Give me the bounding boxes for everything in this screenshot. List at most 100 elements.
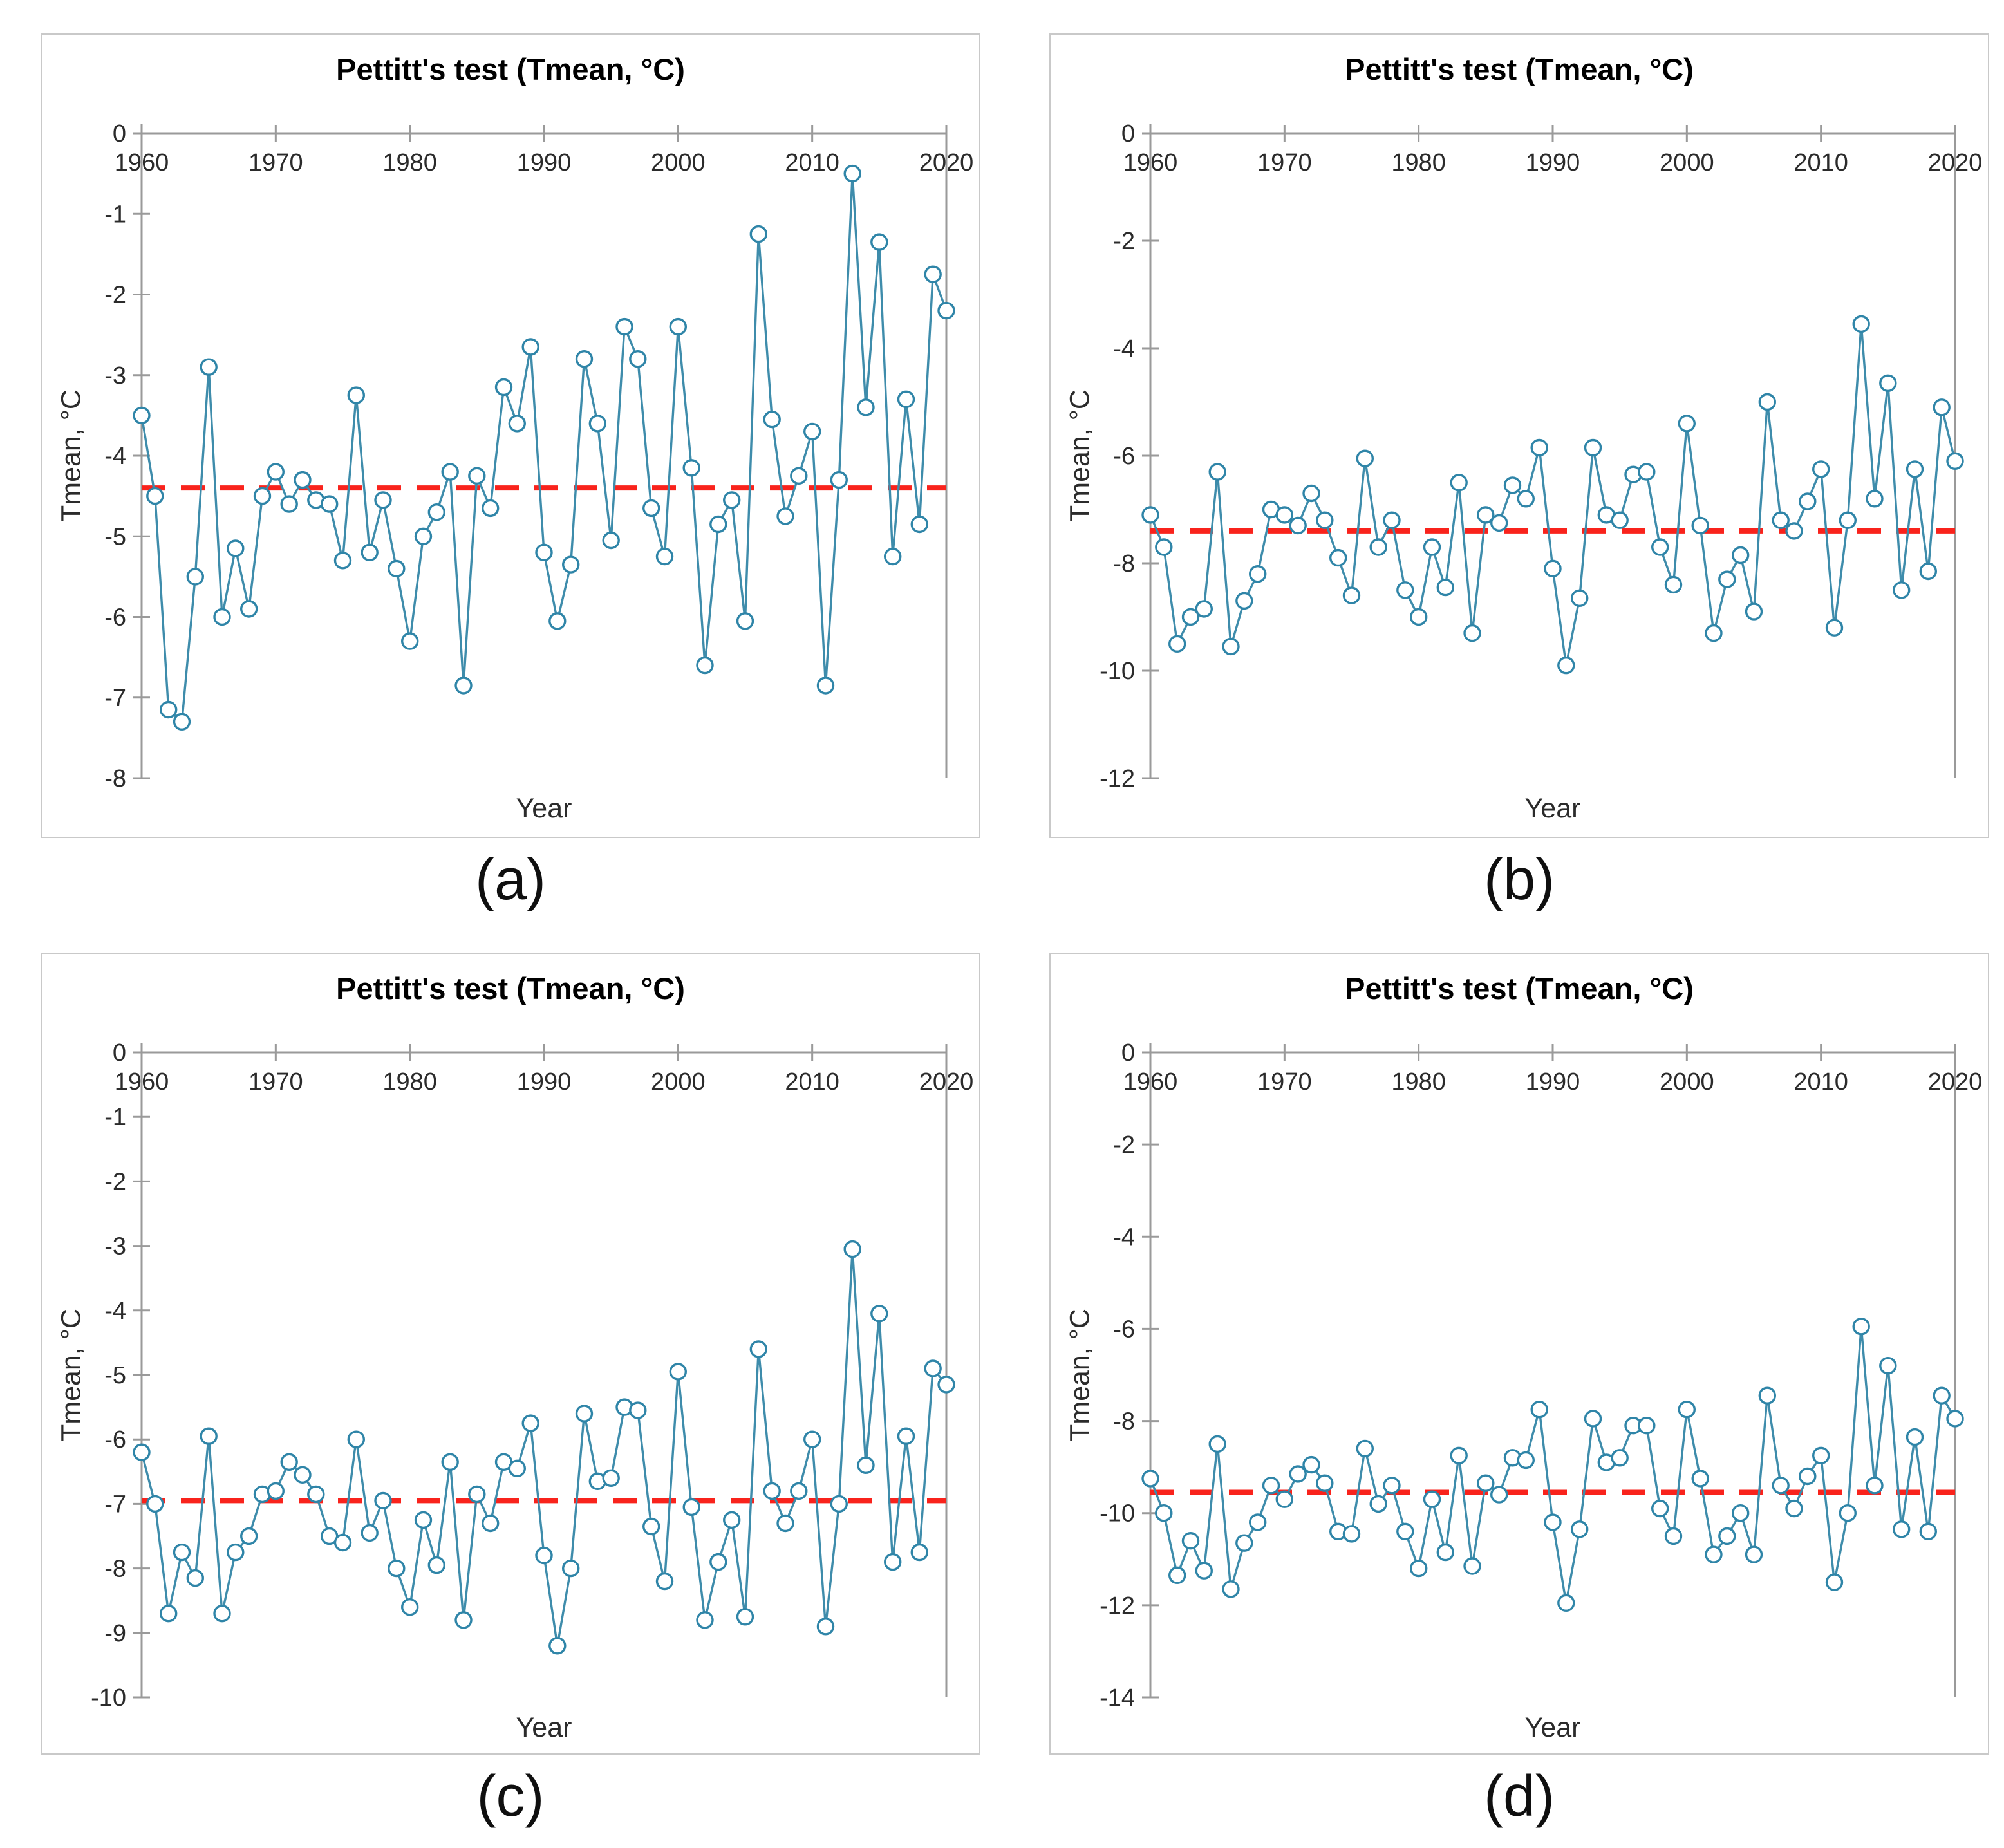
y-tick-label: 0 xyxy=(113,120,126,147)
data-point-marker xyxy=(482,1514,500,1533)
x-tick-label: 1990 xyxy=(517,1069,572,1096)
y-tick-label: -12 xyxy=(1100,765,1135,792)
data-point-marker xyxy=(1705,624,1723,642)
x-tick-label: 2010 xyxy=(1793,1069,1848,1096)
data-point-marker xyxy=(173,1543,191,1562)
y-tick-label: -6 xyxy=(1113,1316,1135,1343)
y-tick-label: -12 xyxy=(1100,1592,1135,1619)
y-tick-label: -8 xyxy=(1113,1408,1135,1435)
data-point-marker xyxy=(1463,1557,1481,1575)
data-point-marker xyxy=(1544,559,1562,577)
data-point-marker xyxy=(1222,637,1240,656)
data-point-marker xyxy=(575,350,594,368)
data-point-marker xyxy=(709,515,727,534)
data-point-marker xyxy=(414,527,433,545)
series-line xyxy=(140,1247,948,1647)
data-point-marker xyxy=(535,543,553,561)
data-point-marker xyxy=(468,1485,486,1504)
x-tick-label: 1970 xyxy=(1257,149,1312,176)
data-point-marker xyxy=(146,1495,164,1513)
data-point-marker xyxy=(642,499,660,518)
data-point-marker xyxy=(722,491,741,509)
data-point-marker xyxy=(1812,1446,1830,1464)
data-point-marker xyxy=(1235,592,1253,610)
data-point-marker xyxy=(1530,1401,1548,1419)
data-point-marker xyxy=(468,467,486,485)
data-point-marker xyxy=(1436,578,1454,597)
data-point-marker xyxy=(240,600,258,618)
data-point-marker xyxy=(1410,608,1428,626)
data-point-marker xyxy=(347,1430,365,1448)
data-point-marker xyxy=(227,539,245,557)
data-point-marker xyxy=(347,386,365,404)
chart-title: Pettitt's test (Tmean, °C) xyxy=(1345,52,1694,86)
data-point-marker xyxy=(427,503,445,521)
x-tick-label: 1970 xyxy=(248,149,303,176)
y-tick-label: -4 xyxy=(1113,335,1135,362)
y-tick-label: -8 xyxy=(1113,550,1135,577)
data-point-marker xyxy=(1275,506,1293,524)
x-tick-label: 2020 xyxy=(919,149,974,176)
data-point-marker xyxy=(722,1511,741,1529)
data-point-marker xyxy=(482,499,500,518)
data-point-marker xyxy=(1275,1490,1293,1508)
x-axis-label: Year xyxy=(1524,793,1581,824)
x-tick-label: 2010 xyxy=(1793,149,1848,176)
data-point-marker xyxy=(1557,657,1575,675)
data-point-marker xyxy=(361,1524,379,1542)
data-point-marker xyxy=(508,415,526,433)
plot-area-b: 1960 1970 1980 1990 2000 2010 2020 0 -2 -4 -6 -8 -10… xyxy=(1100,120,1982,792)
x-tick-label: 1970 xyxy=(1257,1069,1312,1096)
y-axis-label: Tmean, °C xyxy=(55,389,87,522)
y-tick-label: -10 xyxy=(91,1685,126,1712)
data-point-marker xyxy=(642,1517,660,1536)
data-point-marker xyxy=(1557,1594,1575,1612)
data-point-marker xyxy=(1356,449,1374,467)
data-point-marker xyxy=(333,1533,352,1552)
x-tick-label: 2000 xyxy=(651,149,706,176)
data-point-marker xyxy=(1490,1486,1508,1504)
data-point-marker xyxy=(1383,511,1401,529)
y-tick-label: -3 xyxy=(104,362,126,389)
panel-b: 1960 1970 1980 1990 2000 2010 2020 0 -2 -4 -6 -8 -10… xyxy=(1049,33,1989,838)
panel-caption-c: (c) xyxy=(476,1764,545,1829)
data-point-marker xyxy=(1852,315,1870,333)
data-point-marker xyxy=(1892,1520,1911,1538)
data-point-marker xyxy=(388,1559,406,1578)
x-tick-label: 1960 xyxy=(115,149,169,176)
data-point-marker xyxy=(294,471,312,489)
y-tick-label: 0 xyxy=(1121,1040,1135,1067)
data-point-marker xyxy=(1155,538,1173,556)
data-point-marker xyxy=(1825,619,1844,637)
data-point-marker xyxy=(1181,1532,1200,1550)
y-axis-label: Tmean, °C xyxy=(1064,389,1096,522)
x-tick-label: 2010 xyxy=(785,1069,839,1096)
data-point-marker xyxy=(1799,1467,1817,1486)
data-point-marker xyxy=(159,700,178,719)
panel-a: 1960 1970 1980 1990 2000 2010 2020 0 -1 -2 -3 -4 -5 -… xyxy=(41,33,980,838)
y-tick-label: -7 xyxy=(104,685,126,712)
data-point-marker xyxy=(883,1553,902,1571)
data-point-marker xyxy=(321,495,339,513)
x-tick-label: 1990 xyxy=(517,149,572,176)
y-tick-label: -5 xyxy=(104,1362,126,1389)
data-point-marker xyxy=(401,632,419,650)
data-point-marker xyxy=(655,1572,674,1591)
data-point-marker xyxy=(803,1430,821,1448)
data-point-marker xyxy=(870,1305,888,1323)
data-point-marker xyxy=(1369,538,1387,556)
data-point-marker xyxy=(1181,608,1200,626)
data-point-marker xyxy=(1503,476,1522,494)
data-point-marker xyxy=(1946,452,1964,470)
data-point-marker xyxy=(1611,511,1629,529)
data-point-marker xyxy=(1651,538,1669,556)
data-point-marker xyxy=(857,398,875,416)
data-point-marker xyxy=(441,463,459,481)
y-tick-label: -7 xyxy=(104,1491,126,1518)
y-tick-label: -14 xyxy=(1100,1685,1135,1712)
data-point-marker xyxy=(924,1359,942,1377)
data-point-marker xyxy=(924,265,942,283)
y-tick-label: -3 xyxy=(104,1233,126,1260)
data-point-marker xyxy=(1879,374,1897,392)
data-point-marker xyxy=(1383,1477,1401,1495)
